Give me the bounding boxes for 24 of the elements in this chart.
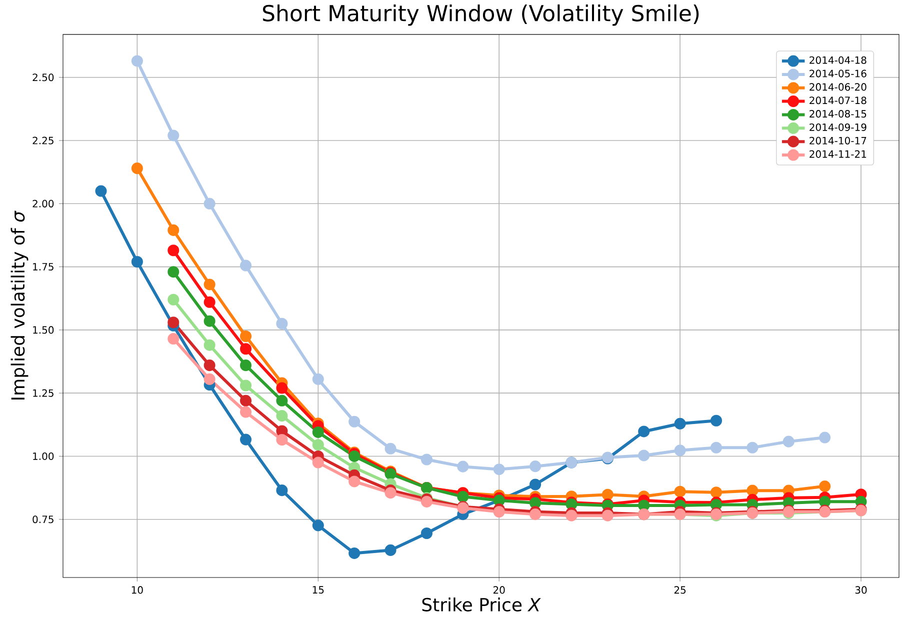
legend-label: 2014-10-17 [810,136,866,144]
y-tick-label: 2.50 [32,73,54,81]
legend-label: 2014-06-20 [810,82,866,91]
legend-label: 2014-07-18 [810,96,866,104]
y-tick-label: 1.50 [33,326,54,334]
legend-label: 2014-08-15 [810,110,866,118]
y-axis-title: Implied volatility of σ [10,210,28,400]
chart-title: Short Maturity Window (Volatility Smile) [262,4,699,26]
legend-label: 2014-05-16 [810,70,866,78]
legend-label: 2014-09-19 [810,123,866,131]
x-tick-label: 10 [132,586,143,594]
y-tick-label: 1.00 [33,452,54,460]
y-tick-label: 2.00 [32,200,54,208]
x-tick-label: 25 [674,586,686,594]
y-tick-label: 2.25 [32,136,54,144]
y-tick-label: 1.75 [33,262,54,270]
x-tick-label: 30 [855,586,867,594]
x-tick-label: 20 [493,586,505,594]
y-tick-label: 0.75 [32,515,54,523]
legend-label: 2014-04-18 [810,56,866,64]
y-tick-label: 1.25 [33,389,54,397]
x-axis-title: Strike Price X [422,597,541,612]
legend-label: 2014-11-21 [810,150,866,158]
x-tick-label: 15 [312,586,324,594]
